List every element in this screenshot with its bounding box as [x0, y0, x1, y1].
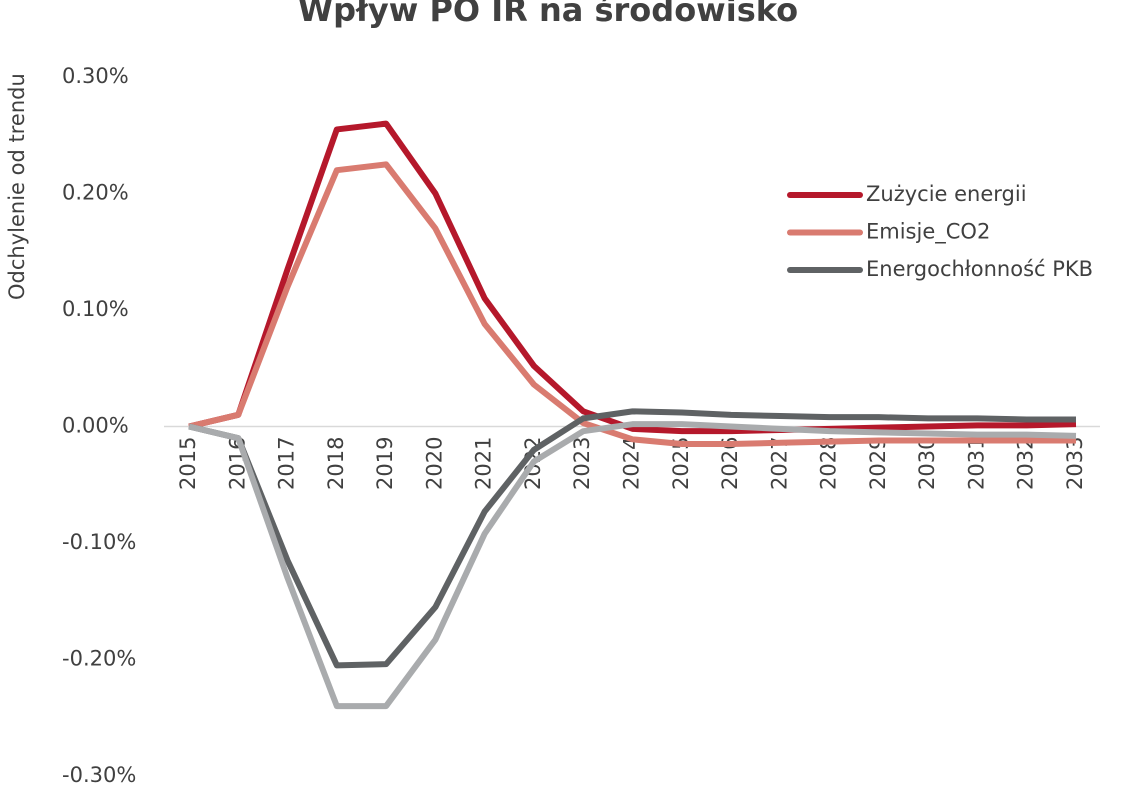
y-axis-label: Odchylenie od trendu [5, 73, 29, 300]
x-tick-label: 2018 [324, 437, 348, 490]
x-tick-label: 2024 [620, 437, 644, 490]
series-line [188, 421, 1077, 710]
y-tick-label: 0.10% [62, 297, 129, 321]
chart-title: Wpływ PO IR na środowisko [298, 0, 798, 29]
legend-label: Zużycie energii [866, 182, 1027, 206]
legend-label: Emisje_CO2 [866, 220, 990, 245]
x-tick-label: 2017 [275, 437, 299, 490]
y-tick-label: -0.20% [62, 647, 136, 671]
y-tick-label: 0.20% [62, 181, 129, 205]
x-tick-label: 2031 [964, 437, 988, 490]
x-tick-label: 2021 [472, 436, 496, 489]
x-tick-label: 2019 [373, 437, 397, 490]
y-tick-label: -0.10% [62, 530, 136, 554]
x-tick-label: 2032 [1014, 437, 1038, 490]
x-tick-label: 2030 [915, 437, 939, 490]
x-tick-label: 2028 [817, 437, 841, 490]
y-tick-label: 0.30% [62, 64, 129, 88]
y-tick-label: -0.30% [62, 763, 136, 787]
x-tick-label: 2020 [422, 437, 446, 490]
x-tick-label: 2023 [570, 437, 594, 490]
y-tick-label: 0.00% [62, 414, 129, 438]
legend-label: Energochłonność PKB [866, 257, 1093, 281]
x-tick-label: 2029 [866, 437, 890, 490]
series-line [188, 408, 1076, 669]
series-line [188, 161, 1076, 447]
x-tick-label: 2015 [176, 437, 200, 490]
x-tick-label: 2033 [1063, 437, 1087, 490]
series-line [188, 120, 1077, 435]
